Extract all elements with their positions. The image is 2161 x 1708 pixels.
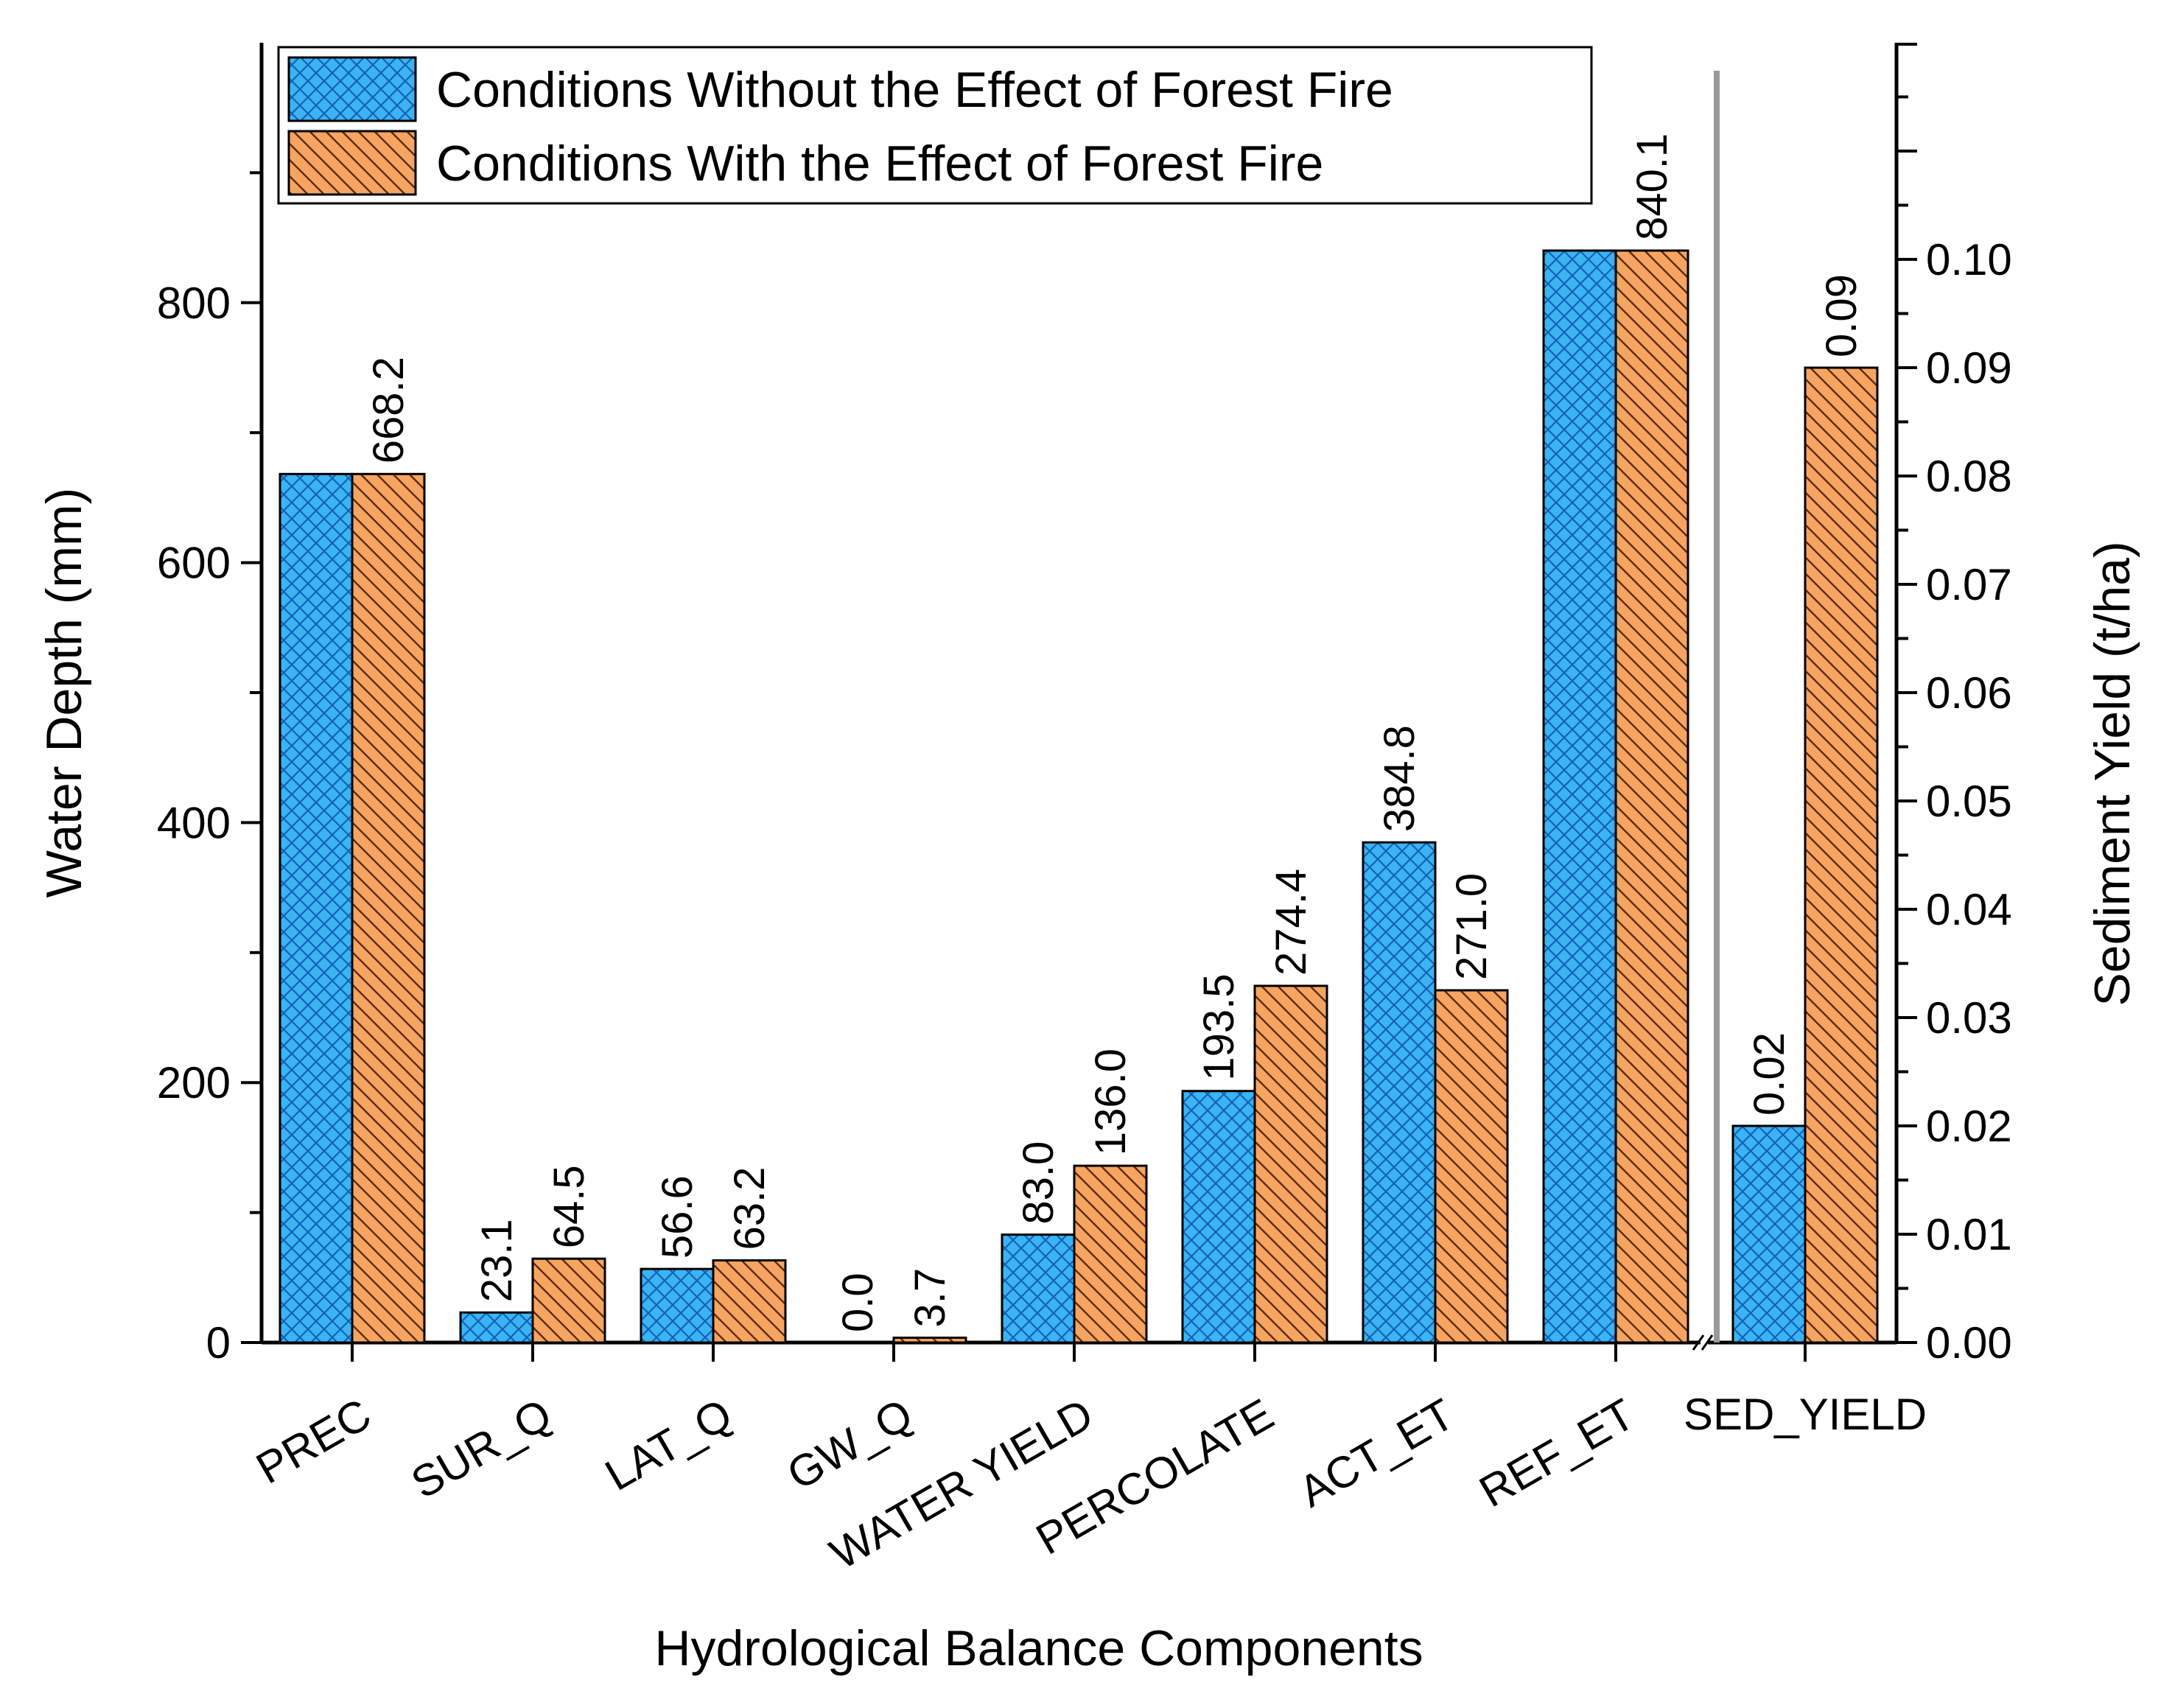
data-label: 0.09 (1818, 274, 1866, 357)
bar (279, 472, 354, 1344)
y2-tick-label: 0.10 (1926, 235, 2012, 284)
data-label: 23.1 (473, 1219, 521, 1302)
x-ticks (351, 1343, 1807, 1362)
category-label: LAT_Q (597, 1389, 740, 1500)
bar (712, 1259, 787, 1344)
y2-axis-title: Sediment Yield (t/ha) (2084, 541, 2140, 1006)
bar (1614, 249, 1689, 1344)
data-label: 0.0 (834, 1273, 882, 1332)
bar (1362, 841, 1437, 1344)
y2-tick-label: 0.05 (1926, 777, 2012, 826)
data-label: 840.1 (1628, 133, 1676, 240)
y2-tick-label: 0.07 (1926, 560, 2012, 609)
y-tick-label: 0 (206, 1318, 231, 1368)
legend-box (277, 46, 1593, 205)
sed-bar (1804, 366, 1879, 1344)
y2-tick-label: 0.08 (1926, 452, 2012, 501)
y2-tick-label: 0.06 (1926, 668, 2012, 718)
category-label: GW_Q (779, 1389, 920, 1499)
y-tick-label: 600 (157, 539, 231, 588)
bar (459, 1311, 534, 1344)
category-label: REF_ET (1471, 1389, 1643, 1516)
data-label: 83.0 (1015, 1141, 1062, 1225)
sed-bar (1731, 1124, 1807, 1344)
y-tick-label: 400 (157, 798, 231, 847)
bar (351, 472, 426, 1344)
data-label: 668.2 (365, 357, 413, 463)
y-tick-label: 800 (157, 279, 231, 328)
bar (1434, 989, 1509, 1344)
data-labels: 668.2 23.1 64.5 56.6 63.2 0.0 3.7 83.0 136.0 193.… (365, 133, 1866, 1332)
category-label: PREC (248, 1389, 379, 1493)
legend: Conditions Without the Effect of Forest … (277, 46, 1593, 205)
bar (1253, 984, 1328, 1344)
bars (279, 249, 1879, 1344)
legend-label-with-fire: Conditions With the Effect of Forest Fir… (436, 136, 1323, 192)
data-label: 193.5 (1195, 974, 1243, 1081)
bar (1542, 249, 1617, 1344)
y-axis-title: Water Depth (mm) (36, 488, 92, 898)
axis-break-mark (1692, 1334, 1705, 1351)
data-label: 56.6 (654, 1175, 701, 1259)
data-label: 136.0 (1087, 1049, 1135, 1155)
data-label: 274.4 (1267, 869, 1315, 976)
axis-break-mark (1701, 1334, 1714, 1351)
data-label: 3.7 (906, 1268, 954, 1328)
y2-tick-label: 0.04 (1926, 885, 2012, 934)
bar (531, 1257, 606, 1344)
data-label: 271.0 (1448, 873, 1496, 980)
bar (1073, 1164, 1148, 1344)
y2-tick-label: 0.09 (1926, 343, 2012, 393)
legend-swatch-with-fire (287, 130, 417, 196)
left-y-ticks: 0 200 400 600 800 (157, 171, 262, 1368)
bar (1001, 1233, 1076, 1344)
right-y-ticks: 0.00 0.01 0.02 0.03 0.04 0.05 0.06 0.07 0.08 0.09… (1896, 43, 2012, 1368)
bar (640, 1267, 715, 1344)
y2-tick-label: 0.01 (1926, 1210, 2012, 1259)
bar (892, 1336, 967, 1344)
data-label: 0.02 (1745, 1032, 1793, 1116)
bar (1181, 1090, 1256, 1344)
data-label: 384.8 (1376, 725, 1423, 832)
legend-label-without-fire: Conditions Without the Effect of Forest … (436, 62, 1393, 118)
category-label: ACT_ET (1291, 1389, 1463, 1516)
y2-tick-label: 0.00 (1926, 1318, 2012, 1368)
data-label: 64.5 (545, 1165, 593, 1248)
category-label: SED_YIELD (1684, 1390, 1927, 1439)
legend-swatch-without-fire (287, 56, 417, 122)
y2-tick-label: 0.03 (1926, 993, 2012, 1043)
y-tick-label: 200 (157, 1058, 231, 1107)
category-label: SUR_Q (403, 1389, 560, 1508)
data-label: 63.2 (726, 1167, 774, 1250)
y2-tick-label: 0.02 (1926, 1102, 2012, 1151)
x-axis-title: Hydrological Balance Components (654, 1620, 1423, 1676)
